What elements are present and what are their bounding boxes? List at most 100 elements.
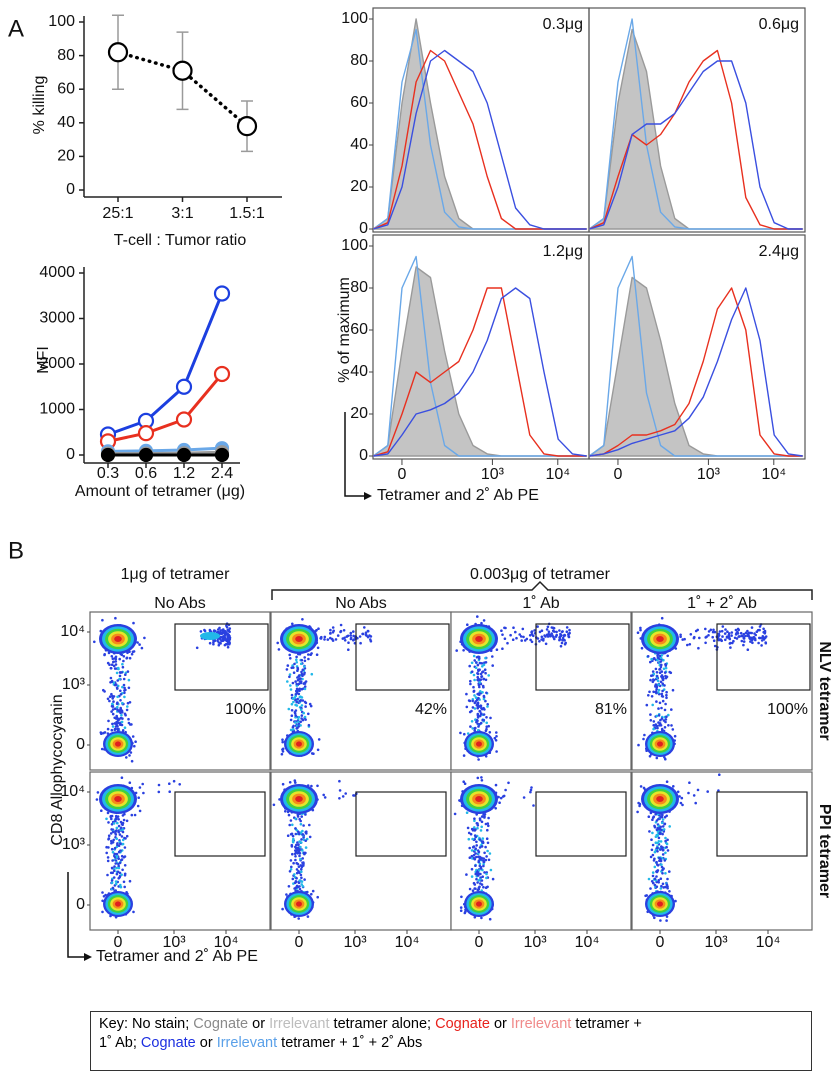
event-dot [341,795,345,798]
event-dot [479,672,483,676]
event-dot [110,839,113,843]
event-dot [116,695,119,699]
key-text: tetramer + 1˚ + 2˚ Abs [277,1035,423,1051]
event-dot [307,712,310,716]
figure-graphics: A B 0 20 40 60 80 100 25:1 3:1 1.5:1 T-cell : Tumor… [8,7,833,965]
event-dot [651,843,655,847]
event-dot [118,718,121,721]
event-dot [122,655,126,658]
event-dot [113,869,116,873]
event-dot [115,837,118,840]
event-dot [288,673,292,676]
event-dot [289,684,292,687]
event-dot [478,668,481,671]
axis-arrow [344,412,366,497]
column-label: No Abs [335,595,387,612]
event-dot [558,638,561,642]
event-dot [473,838,477,841]
event-dot [468,887,472,891]
event-dot [295,868,299,871]
event-dot [760,644,763,647]
event-dot [302,824,305,827]
panel-label: A [8,15,24,42]
marker [214,447,230,463]
event-dot [480,675,484,678]
event-dot [342,629,346,632]
event-dot [648,754,652,758]
y-axis-label: % killing [31,76,48,135]
event-dot [349,634,353,637]
event-dot [750,626,754,629]
event-dot [114,862,117,865]
event-dot [102,688,105,692]
event-dot [655,885,659,888]
event-dot [311,889,315,893]
event-dot [476,729,480,732]
event-dot [660,616,664,620]
event-dot [484,671,487,675]
event-dot [111,708,115,711]
event-dot [483,708,486,711]
x-tick-label: 10⁴ [545,466,570,483]
event-dot [157,783,161,787]
event-dot [475,661,478,664]
x-tick-label: 10⁴ [575,934,600,951]
event-dot [472,881,476,885]
event-dot [316,748,320,752]
event-dot [111,830,115,834]
event-dot [125,819,129,823]
y-axis-label: % of maximum [336,277,353,383]
event-dot [286,664,290,667]
event-dot [474,864,477,867]
event-dot [226,645,230,649]
event-dot [121,701,124,705]
event-dot [113,707,117,710]
event-dot [309,704,313,708]
event-dot [665,690,668,694]
event-dot [316,895,320,899]
event-dot [545,628,549,631]
event-dot [540,629,544,632]
event-dot [120,858,124,861]
event-dot [110,663,114,666]
event-dot [660,863,663,866]
event-dot [105,817,108,821]
dot-plot [270,771,452,931]
event-dot [650,880,654,883]
event-dot [475,718,479,722]
event-dot [121,868,124,872]
event-dot [113,865,116,868]
event-dot [660,692,664,696]
histogram-line [372,255,587,457]
event-dot [504,626,507,630]
event-dot [696,788,700,792]
event-dot [297,715,301,719]
event-dot [560,630,564,634]
event-dot [121,717,124,720]
event-dot [494,783,498,787]
event-dot [657,707,660,710]
gate-percent: 100% [225,701,266,718]
event-dot [113,852,116,856]
event-dot [291,877,295,881]
event-dot [118,833,122,836]
event-dot [487,858,491,862]
event-dot [295,687,299,691]
event-dot [303,659,307,663]
event-dot [114,831,117,835]
event-dot [329,628,332,632]
y-tick-label: 20 [350,178,368,195]
event-dot [511,638,515,641]
event-dot [297,688,301,692]
dot-plot: 42% [270,611,452,771]
event-dot [478,817,482,820]
histogram-area [588,276,804,457]
event-dot [482,859,485,863]
event-dot [110,879,114,882]
event-dot [562,638,566,642]
event-dot [484,822,488,826]
event-dot [111,859,114,862]
event-dot [726,630,729,633]
panel-title: 0.6μg [759,16,799,33]
event-dot [363,626,366,629]
